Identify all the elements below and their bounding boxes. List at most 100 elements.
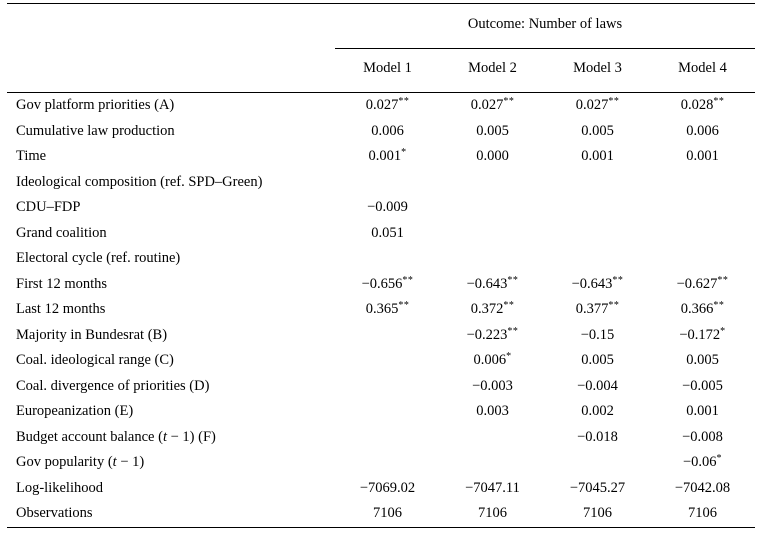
row-label: Budget account balance (t − 1) (F) [16,428,216,445]
cell-value: 0.001 [686,148,719,164]
cell-value: −0.018 [577,428,618,445]
cell-value: 0.005 [581,122,614,139]
cell-value [650,246,755,272]
cell-value: 0.372** [470,300,515,318]
cell-value: 0.001* [368,147,407,165]
cell-value: 7106 [583,505,612,521]
cell-value: 0.005 [476,122,509,139]
cell-value: 0.365** [365,300,410,318]
cell-value [650,170,755,196]
cell-value: 0.001 [581,148,614,164]
cell-value: −0.008 [682,428,723,445]
italic-t-variable: t [162,428,167,445]
cell-value: −0.06* [682,453,723,471]
significance-stars: ** [398,300,410,311]
cell-value: −0.656** [361,274,414,292]
cell-value [440,221,545,247]
significance-stars: ** [503,300,515,311]
table-row: Last 12 months 0.365** 0.372** 0.377** 0.366… [7,297,755,323]
model-header-4: Model 4 [650,48,756,93]
cell-value [440,246,545,272]
significance-stars: ** [507,274,519,286]
row-label: Observations [16,505,93,521]
row-label: Coal. ideological range (C) [16,352,174,368]
cell-value: 0.006 [686,122,719,139]
cell-value: −7042.08 [674,479,731,496]
cell-value: −0.009 [367,199,408,215]
cell-value: −0.15 [580,326,615,343]
cell-value: 0.366** [680,300,725,318]
header-spacer-cell [7,48,335,93]
cell-value: 0.027** [365,96,410,114]
significance-stars: ** [608,96,620,107]
cell-value [545,221,650,247]
row-label: Log-likelihood [16,479,103,496]
cell-value [335,246,440,272]
cell-value: 0.000 [476,148,509,164]
cell-value: 7106 [373,505,402,521]
table-row: Electoral cycle (ref. routine) [7,246,755,272]
row-label: First 12 months [16,275,108,292]
table-row: Coal. divergence of priorities (D) −0.003… [7,374,755,400]
cell-value: −0.643** [466,274,519,292]
cell-value [545,170,650,196]
outcome-header: Outcome: Number of laws [335,3,756,49]
cell-value: −0.004 [577,377,618,394]
row-label: Ideological composition (ref. SPD–Green) [16,173,263,190]
cell-value [335,170,440,196]
significance-stars: * [506,351,512,362]
table-row: Gov platform priorities (A) 0.027** 0.027*… [7,93,755,119]
header-spacer-cell [7,4,335,49]
cell-value: −0.005 [682,377,723,394]
significance-stars: ** [398,96,410,107]
cell-value [545,450,650,476]
cell-value [440,195,545,221]
significance-stars: ** [717,274,729,286]
cell-value [440,450,545,476]
table-row: Cumulative law production 0.006 0.005 0.005… [7,119,755,145]
significance-stars: ** [608,300,620,311]
cell-value [335,374,440,400]
significance-stars: ** [507,325,519,337]
cell-value [650,195,755,221]
table-row: Ideological composition (ref. SPD–Green) [7,170,755,196]
row-label: Gov popularity (t − 1) [16,454,145,470]
row-label: Electoral cycle (ref. routine) [16,250,181,266]
cell-value: −7047.11 [465,479,520,496]
cell-value [545,246,650,272]
table-row: Observations 7106 7106 7106 7106 [7,501,755,527]
row-label: Cumulative law production [16,122,175,139]
cell-value [335,450,440,476]
row-label: Coal. divergence of priorities (D) [16,377,210,394]
model-header-2: Model 2 [440,48,545,93]
table-row: Budget account balance (t − 1) (F) −0.018… [7,425,755,451]
cell-value: −0.003 [472,377,513,394]
cell-value: −0.627** [676,274,729,292]
cell-value: 0.028** [680,96,725,114]
significance-stars: * [716,453,723,464]
significance-stars: * [720,325,726,337]
row-label: Majority in Bundesrat (B) [16,326,168,343]
italic-t-variable: t [112,454,117,470]
table-body: Gov platform priorities (A) 0.027** 0.027*… [7,93,755,528]
model-header-3: Model 3 [545,48,650,93]
table-row: Coal. ideological range (C) 0.006* 0.005 0.… [7,348,755,374]
table-row: First 12 months −0.656** −0.643** −0.643** −… [7,272,755,298]
significance-stars: ** [503,96,515,107]
significance-stars: ** [612,274,624,286]
cell-value: 0.001 [686,403,719,419]
cell-value: −0.223** [466,325,519,343]
cell-value: −7069.02 [359,479,416,496]
model-header-row: Model 1 Model 2 Model 3 Model 4 [7,48,756,93]
cell-value: −7045.27 [569,479,626,496]
cell-value: 0.051 [371,224,404,241]
row-label: Time [16,148,47,164]
cell-value: 0.005 [686,352,719,368]
table-row: Log-likelihood −7069.02 −7047.11 −7045.27 −7… [7,476,755,502]
significance-stars: ** [402,274,414,286]
cell-value: 0.027** [470,96,515,114]
table-row: Grand coalition 0.051 [7,221,755,247]
table-row: Time 0.001* 0.000 0.001 0.001 [7,144,755,170]
model-header-1: Model 1 [335,48,440,93]
regression-results-table: Outcome: Number of laws Model 1 Model 2 Mo… [7,3,756,528]
